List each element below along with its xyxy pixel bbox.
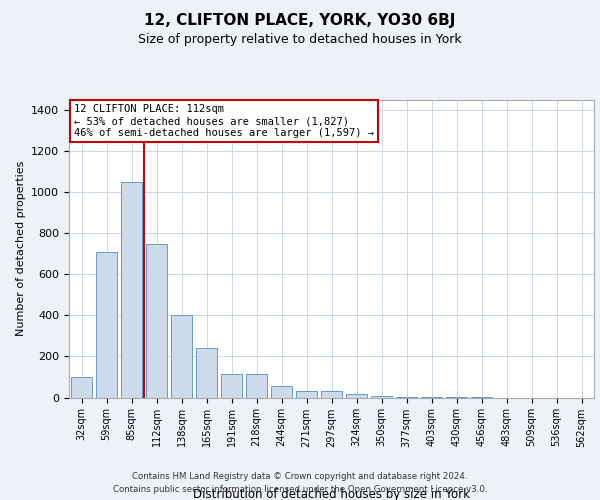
Bar: [246, 374, 267, 398]
Text: Size of property relative to detached houses in York: Size of property relative to detached ho…: [138, 32, 462, 46]
Text: Contains public sector information licensed under the Open Government Licence v3: Contains public sector information licen…: [113, 485, 487, 494]
Bar: [171, 316, 192, 398]
Bar: [271, 386, 292, 398]
Text: 12 CLIFTON PLACE: 112sqm
← 53% of detached houses are smaller (1,827)
46% of sem: 12 CLIFTON PLACE: 112sqm ← 53% of detach…: [74, 104, 374, 138]
Text: 12, CLIFTON PLACE, YORK, YO30 6BJ: 12, CLIFTON PLACE, YORK, YO30 6BJ: [145, 12, 455, 28]
Bar: [321, 392, 342, 398]
Text: Contains HM Land Registry data © Crown copyright and database right 2024.: Contains HM Land Registry data © Crown c…: [132, 472, 468, 481]
Bar: [96, 252, 117, 398]
Bar: [71, 377, 92, 398]
Bar: [221, 374, 242, 398]
Bar: [121, 182, 142, 398]
X-axis label: Distribution of detached houses by size in York: Distribution of detached houses by size …: [193, 488, 470, 500]
Bar: [371, 396, 392, 398]
Bar: [196, 348, 217, 398]
Bar: [346, 394, 367, 398]
Bar: [146, 244, 167, 398]
Y-axis label: Number of detached properties: Number of detached properties: [16, 161, 26, 336]
Bar: [296, 392, 317, 398]
